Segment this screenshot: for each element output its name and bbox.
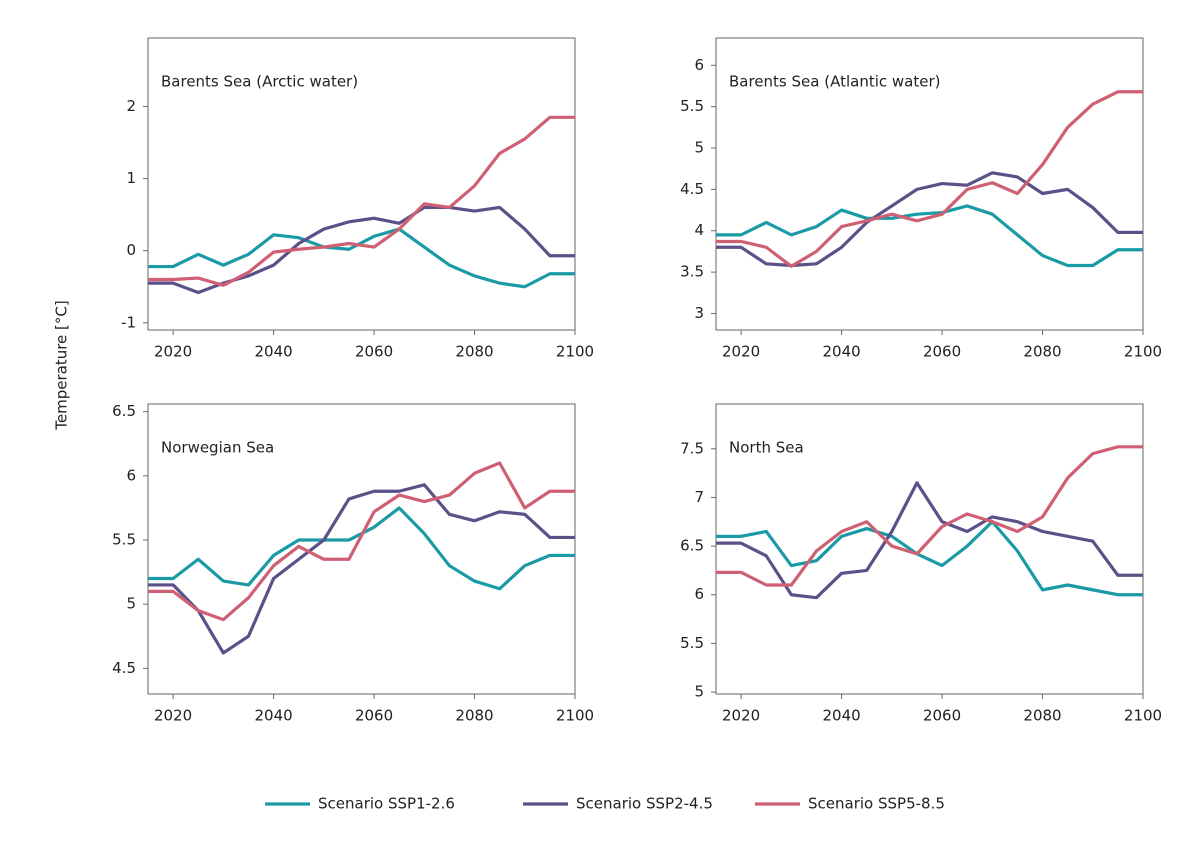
panel-title: Barents Sea (Atlantic water): [729, 73, 940, 91]
y-tick-label: 3.5: [680, 263, 704, 281]
y-tick-label: 0: [126, 241, 136, 259]
legend-label: Scenario SSP2-4.5: [576, 795, 713, 813]
x-tick-label: 2100: [556, 707, 594, 725]
x-tick-label: 2100: [1124, 707, 1162, 725]
y-tick-label: -1: [121, 313, 136, 331]
legend-label: Scenario SSP1-2.6: [318, 795, 455, 813]
x-tick-label: 2100: [1124, 343, 1162, 361]
y-tick-label: 5: [694, 139, 704, 157]
panel-title: Barents Sea (Arctic water): [161, 73, 358, 91]
x-tick-label: 2080: [455, 343, 493, 361]
y-tick-label: 4.5: [112, 659, 136, 677]
series-line: [148, 461, 575, 622]
y-tick-label: 6.5: [112, 402, 136, 420]
y-tick-label: 5.5: [680, 634, 704, 652]
x-tick-label: 2060: [355, 343, 393, 361]
plot-frame: [715, 403, 1144, 695]
x-tick-label: 2080: [455, 707, 493, 725]
series-line: [148, 227, 575, 289]
y-tick-label: 4.5: [680, 180, 704, 198]
series-line: [716, 90, 1143, 268]
x-tick-label: 2020: [154, 343, 192, 361]
y-tick-label: 6.5: [680, 537, 704, 555]
y-axis-label: Temperature [°C]: [53, 300, 71, 430]
x-tick-label: 2020: [722, 707, 760, 725]
plot-frame: [147, 37, 576, 331]
x-tick-label: 2080: [1023, 707, 1061, 725]
x-tick-label: 2060: [923, 343, 961, 361]
series-line: [148, 205, 575, 295]
plot-frame: [147, 403, 576, 695]
series-line: [716, 445, 1143, 587]
x-tick-label: 2020: [722, 343, 760, 361]
panel-title: Norwegian Sea: [161, 439, 274, 457]
x-tick-label: 2020: [154, 707, 192, 725]
y-tick-label: 3: [694, 304, 704, 322]
y-tick-label: 6: [694, 585, 704, 603]
x-tick-label: 2040: [254, 343, 292, 361]
series-line: [716, 520, 1143, 597]
legend-label: Scenario SSP5-8.5: [808, 795, 945, 813]
y-tick-label: 5.5: [680, 97, 704, 115]
x-tick-label: 2040: [822, 343, 860, 361]
x-tick-label: 2040: [822, 707, 860, 725]
series-line: [716, 204, 1143, 268]
series-line: [716, 171, 1143, 268]
y-tick-label: 6: [126, 466, 136, 484]
x-tick-label: 2040: [254, 707, 292, 725]
plot-frame: [715, 37, 1144, 331]
y-tick-label: 5: [694, 683, 704, 701]
y-tick-label: 7: [694, 488, 704, 506]
series-line: [148, 483, 575, 655]
y-tick-label: 5: [126, 595, 136, 613]
series-line: [148, 506, 575, 591]
y-tick-label: 4: [694, 221, 704, 239]
y-tick-label: 1: [126, 169, 136, 187]
series-line: [716, 481, 1143, 600]
x-tick-label: 2080: [1023, 343, 1061, 361]
panel-title: North Sea: [729, 439, 804, 457]
y-tick-label: 2: [126, 97, 136, 115]
y-tick-label: 5.5: [112, 531, 136, 549]
x-tick-label: 2060: [355, 707, 393, 725]
x-tick-label: 2100: [556, 343, 594, 361]
series-line: [148, 115, 575, 287]
y-tick-label: 7.5: [680, 439, 704, 457]
y-tick-label: 6: [694, 56, 704, 74]
x-tick-label: 2060: [923, 707, 961, 725]
